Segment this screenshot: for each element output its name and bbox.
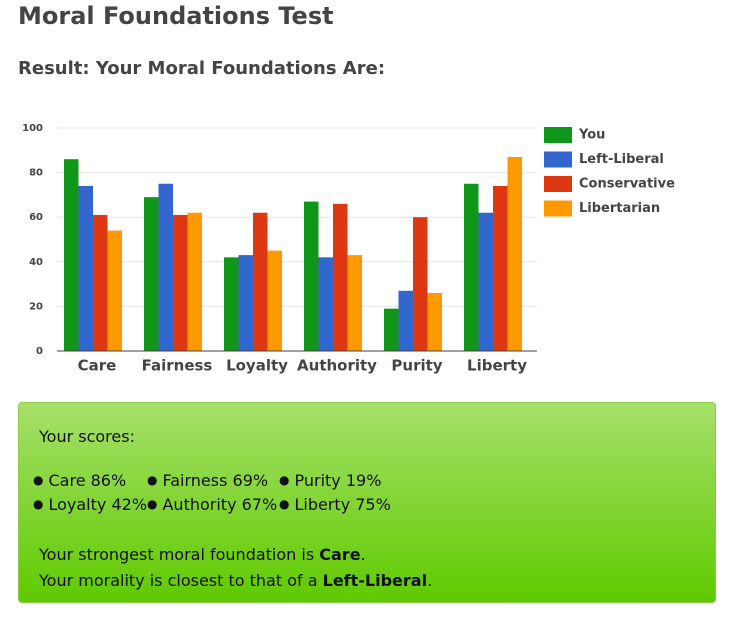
y-tick-label: 40 — [29, 257, 43, 268]
legend-label: Conservative — [579, 177, 675, 192]
x-tick-label: Liberty — [467, 357, 527, 375]
text: Your morality is closest to that of a — [39, 571, 323, 590]
y-tick-label: 0 — [36, 346, 43, 357]
score-item: Fairness 69% — [147, 471, 279, 490]
x-tick-label: Purity — [391, 357, 442, 375]
bar — [507, 156, 522, 351]
bar — [413, 217, 428, 351]
bar — [173, 214, 188, 351]
bar — [464, 183, 479, 351]
bar — [304, 201, 319, 351]
legend-swatch — [544, 127, 572, 143]
bar — [158, 183, 173, 351]
score-item: Liberty 75% — [279, 495, 390, 514]
legend-label: Left-Liberal — [579, 152, 664, 167]
y-tick-label: 80 — [29, 168, 43, 179]
bar — [224, 257, 239, 351]
bar — [187, 212, 202, 351]
legend-swatch — [544, 200, 572, 217]
text: . — [360, 545, 366, 564]
bar — [107, 230, 122, 351]
text: . — [427, 571, 433, 590]
bar — [333, 203, 348, 351]
strongest-value: Care — [319, 545, 361, 564]
score-item: Loyalty 42% — [33, 495, 147, 514]
text: Your strongest moral foundation is — [39, 545, 320, 564]
legend-label: You — [578, 128, 605, 143]
bar — [318, 257, 333, 351]
x-tick-label: Loyalty — [226, 357, 288, 375]
bar — [238, 255, 253, 351]
scores-box: Your scores: Care 86%Fairness 69%Purity … — [18, 402, 716, 603]
bar — [93, 214, 108, 351]
chart: 0 20 40 60 80 100 Care Fairness Loyalty Authority… — [22, 123, 675, 375]
result-heading: Result: Your Moral Foundations Are: — [18, 58, 386, 79]
x-tick-label: Care — [78, 357, 117, 375]
bar — [144, 197, 159, 351]
bar — [64, 159, 79, 351]
score-item: Care 86% — [33, 471, 147, 490]
score-item: Authority 67% — [147, 495, 279, 514]
bar — [347, 255, 362, 351]
bar — [253, 212, 268, 351]
bar — [398, 290, 413, 351]
closest-value: Left-Liberal — [322, 571, 428, 590]
legend-swatch — [544, 151, 572, 168]
bar — [493, 185, 508, 351]
y-tick-label: 20 — [29, 301, 43, 312]
y-tick-label: 100 — [22, 123, 43, 134]
legend-swatch — [544, 176, 572, 192]
bar — [267, 250, 282, 351]
y-tick-label: 60 — [29, 212, 43, 223]
legend-label: Libertarian — [579, 201, 660, 216]
bar — [78, 185, 93, 351]
summary: Your strongest moral foundation is Care.… — [39, 542, 432, 594]
scores-intro: Your scores: — [39, 427, 135, 446]
bar — [478, 212, 493, 351]
bar — [427, 293, 442, 351]
score-item: Purity 19% — [279, 471, 391, 490]
bar — [384, 308, 399, 351]
page-title: Moral Foundations Test — [18, 2, 334, 30]
x-tick-label: Authority — [297, 357, 377, 375]
x-tick-label: Fairness — [142, 357, 213, 375]
scores-list: Care 86%Fairness 69%Purity 19% Loyalty 42… — [33, 471, 391, 514]
